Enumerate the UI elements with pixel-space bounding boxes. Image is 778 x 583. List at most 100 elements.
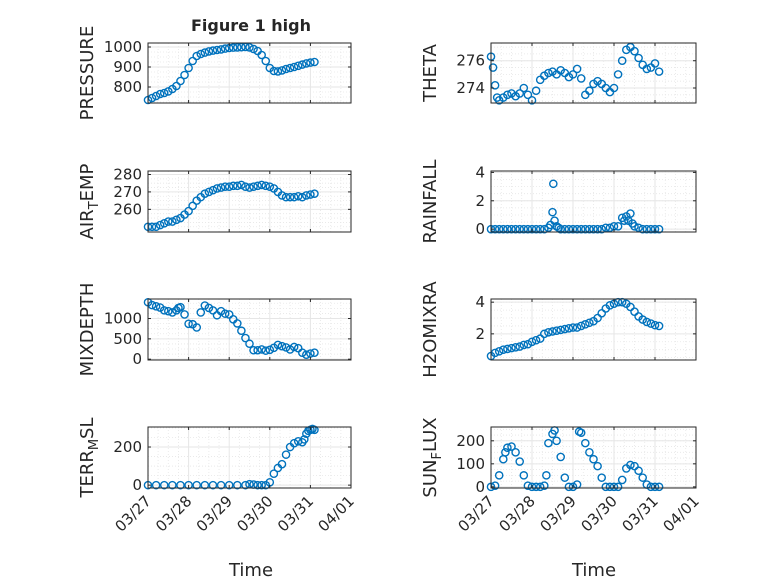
data-point [560, 224, 570, 234]
data-point [560, 473, 570, 482]
data-point [650, 482, 660, 492]
axes-box [490, 42, 697, 104]
data-point [515, 89, 525, 98]
y-tick-label: 280 [113, 165, 142, 183]
data-point [519, 83, 529, 93]
y-tick-label: 0 [132, 476, 142, 494]
series-markers [486, 297, 664, 361]
y-axis-label-main: MIXDEPTH [77, 283, 98, 377]
data-point [572, 64, 582, 74]
y-tick-label: 4 [475, 163, 485, 181]
data-point [519, 471, 529, 480]
data-point [237, 180, 246, 190]
axes-box [147, 298, 352, 361]
data-point [642, 317, 652, 327]
data-point [233, 43, 242, 52]
data-point [511, 343, 520, 352]
y-axis-label-main: THETA [420, 43, 441, 103]
subplot-4: 0 2 4 RAINFALL [420, 160, 697, 244]
y-tick-label: 100 [456, 455, 485, 473]
y-axis-label-subscript: F [430, 452, 445, 459]
data-point [585, 224, 594, 234]
data-point [540, 481, 549, 490]
data-point [261, 56, 271, 66]
data-point [212, 184, 222, 193]
y-axis-label-main: RAINFALL [420, 160, 441, 244]
data-point [593, 224, 602, 234]
data-point [241, 182, 250, 191]
y-axis-label-main: AIR [77, 209, 98, 239]
data-point [168, 217, 177, 226]
data-point [300, 435, 309, 444]
y-axis-label-rest: EMP [77, 163, 98, 201]
axes-box [147, 170, 352, 233]
data-point [184, 206, 193, 216]
data-point [511, 448, 520, 457]
data-point [285, 192, 295, 202]
data-point [261, 181, 271, 191]
y-tick-label: 2 [475, 192, 485, 210]
data-point [564, 324, 574, 333]
data-point [515, 457, 525, 466]
data-point [245, 339, 254, 349]
data-point [159, 88, 169, 98]
data-point [285, 63, 295, 73]
data-point [306, 190, 315, 199]
axes-box [490, 170, 697, 233]
data-point [180, 70, 189, 80]
data-point [302, 59, 311, 68]
data-point [535, 224, 545, 234]
data-point [281, 343, 291, 352]
y-tick-label: 1000 [104, 38, 142, 56]
figure-title: Figure 1 high [191, 16, 311, 35]
data-point [188, 201, 197, 211]
data-point [548, 327, 557, 336]
y-tick-label: 1000 [104, 310, 142, 328]
data-point [273, 67, 283, 76]
y-tick-label: 800 [113, 78, 142, 96]
y-tick-label: 4 [475, 293, 485, 311]
data-point [265, 182, 275, 191]
data-point [617, 475, 627, 485]
data-point [216, 183, 226, 192]
data-point [585, 318, 594, 328]
data-point [245, 43, 254, 52]
data-point [597, 473, 607, 482]
data-point [155, 89, 165, 99]
data-point [507, 442, 516, 451]
data-point [581, 224, 590, 234]
data-point [249, 345, 258, 355]
data-point [155, 220, 165, 230]
data-point [544, 438, 553, 448]
data-point [289, 342, 299, 352]
data-point [568, 482, 578, 492]
data-point [501, 448, 510, 457]
y-tick-label: 0 [475, 220, 485, 238]
data-point [184, 319, 193, 329]
data-point [654, 67, 664, 76]
data-point [498, 224, 508, 234]
data-point [556, 224, 566, 234]
data-point [568, 224, 578, 234]
data-point [503, 443, 512, 453]
y-axis-label: H2OMIXRA [420, 281, 441, 378]
data-point [634, 223, 643, 233]
data-point [613, 222, 623, 231]
data-point [216, 45, 226, 54]
data-point [253, 345, 262, 355]
y-tick-label: 2 [475, 325, 485, 343]
data-point [176, 76, 185, 86]
data-point [544, 327, 553, 337]
data-point [605, 223, 615, 233]
data-point [172, 215, 181, 225]
data-point [228, 43, 238, 52]
data-point [208, 46, 218, 55]
data-point [519, 224, 529, 234]
y-axis-label-main: SUN [420, 460, 441, 498]
data-point [277, 341, 287, 351]
data-point [572, 323, 582, 332]
data-point [601, 482, 611, 492]
data-point [531, 335, 541, 345]
data-point [237, 42, 246, 52]
axes-box [490, 426, 697, 489]
